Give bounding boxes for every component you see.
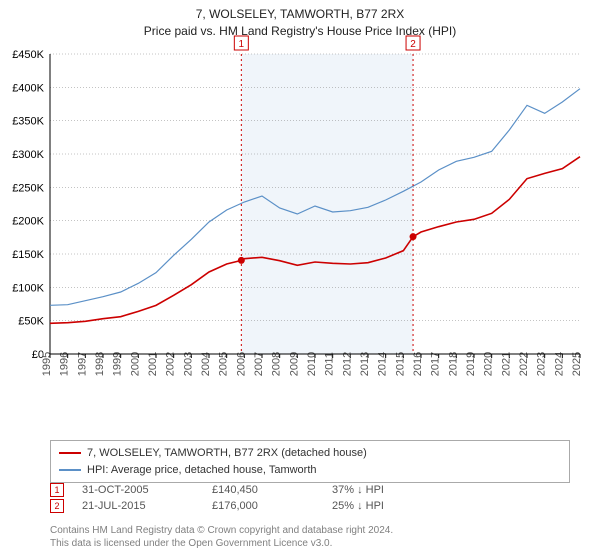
svg-text:2021: 2021: [500, 352, 512, 376]
svg-text:2003: 2003: [182, 352, 194, 376]
marker-date: 31-OCT-2005: [82, 484, 212, 496]
marker-diff: 37% ↓ HPI: [332, 484, 452, 496]
legend-item: HPI: Average price, detached house, Tamw…: [59, 462, 561, 479]
svg-text:2007: 2007: [253, 352, 265, 376]
svg-text:2001: 2001: [147, 352, 159, 376]
svg-text:2013: 2013: [359, 352, 371, 376]
svg-text:£50K: £50K: [18, 316, 44, 328]
svg-text:2012: 2012: [341, 352, 353, 376]
svg-text:2015: 2015: [394, 352, 406, 376]
svg-text:2014: 2014: [377, 352, 389, 376]
footnote-l2: This data is licensed under the Open Gov…: [50, 537, 393, 550]
svg-text:2020: 2020: [483, 352, 495, 376]
svg-text:2002: 2002: [165, 352, 177, 376]
svg-text:2025: 2025: [571, 352, 583, 376]
svg-text:1996: 1996: [59, 352, 71, 376]
svg-text:2010: 2010: [306, 352, 318, 376]
svg-text:£300K: £300K: [12, 149, 44, 161]
marker-box-icon: 1: [50, 483, 64, 497]
marker-diff: 25% ↓ HPI: [332, 500, 452, 512]
svg-text:1: 1: [239, 39, 245, 50]
svg-text:£200K: £200K: [12, 216, 44, 228]
svg-text:£350K: £350K: [12, 116, 44, 128]
title-line2: Price paid vs. HM Land Registry's House …: [0, 23, 600, 40]
svg-text:£150K: £150K: [12, 249, 44, 261]
legend-swatch: [59, 469, 81, 471]
marker-row: 2 21-JUL-2015£176,00025% ↓ HPI: [50, 499, 570, 513]
svg-text:2008: 2008: [271, 352, 283, 376]
svg-text:2016: 2016: [412, 352, 424, 376]
marker-date: 21-JUL-2015: [82, 500, 212, 512]
legend-label: HPI: Average price, detached house, Tamw…: [87, 462, 317, 479]
svg-text:2000: 2000: [129, 352, 141, 376]
title-block: 7, WOLSELEY, TAMWORTH, B77 2RX Price pai…: [0, 0, 600, 42]
svg-text:2022: 2022: [518, 352, 530, 376]
footnote-l1: Contains HM Land Registry data © Crown c…: [50, 524, 393, 537]
svg-text:£100K: £100K: [12, 282, 44, 294]
title-line1: 7, WOLSELEY, TAMWORTH, B77 2RX: [0, 6, 600, 23]
legend-swatch: [59, 452, 81, 454]
legend-label: 7, WOLSELEY, TAMWORTH, B77 2RX (detached…: [87, 445, 367, 462]
svg-text:2018: 2018: [447, 352, 459, 376]
footnote: Contains HM Land Registry data © Crown c…: [50, 524, 393, 550]
svg-text:2005: 2005: [218, 352, 230, 376]
svg-text:2019: 2019: [465, 352, 477, 376]
chart: £0£50K£100K£150K£200K£250K£300K£350K£400…: [50, 44, 580, 396]
marker-price: £176,000: [212, 500, 332, 512]
svg-text:1997: 1997: [76, 352, 88, 376]
svg-text:2004: 2004: [200, 352, 212, 376]
svg-text:2011: 2011: [324, 352, 336, 376]
marker-box-icon: 2: [50, 499, 64, 513]
marker-price: £140,450: [212, 484, 332, 496]
legend-item: 7, WOLSELEY, TAMWORTH, B77 2RX (detached…: [59, 445, 561, 462]
svg-text:1995: 1995: [41, 352, 53, 376]
svg-text:2023: 2023: [536, 352, 548, 376]
svg-text:£250K: £250K: [12, 182, 44, 194]
svg-text:£400K: £400K: [12, 82, 44, 94]
svg-text:2: 2: [410, 39, 416, 50]
svg-text:2009: 2009: [288, 352, 300, 376]
svg-text:1999: 1999: [112, 352, 124, 376]
svg-text:2024: 2024: [553, 352, 565, 376]
svg-text:1998: 1998: [94, 352, 106, 376]
markers-table: 1 31-OCT-2005£140,45037% ↓ HPI 2 21-JUL-201…: [50, 483, 570, 515]
svg-text:£450K: £450K: [12, 49, 44, 61]
chart-svg: £0£50K£100K£150K£200K£250K£300K£350K£400…: [50, 44, 580, 396]
marker-row: 1 31-OCT-2005£140,45037% ↓ HPI: [50, 483, 570, 497]
legend: 7, WOLSELEY, TAMWORTH, B77 2RX (detached…: [50, 440, 570, 483]
svg-text:2006: 2006: [235, 352, 247, 376]
svg-text:2017: 2017: [430, 352, 442, 376]
